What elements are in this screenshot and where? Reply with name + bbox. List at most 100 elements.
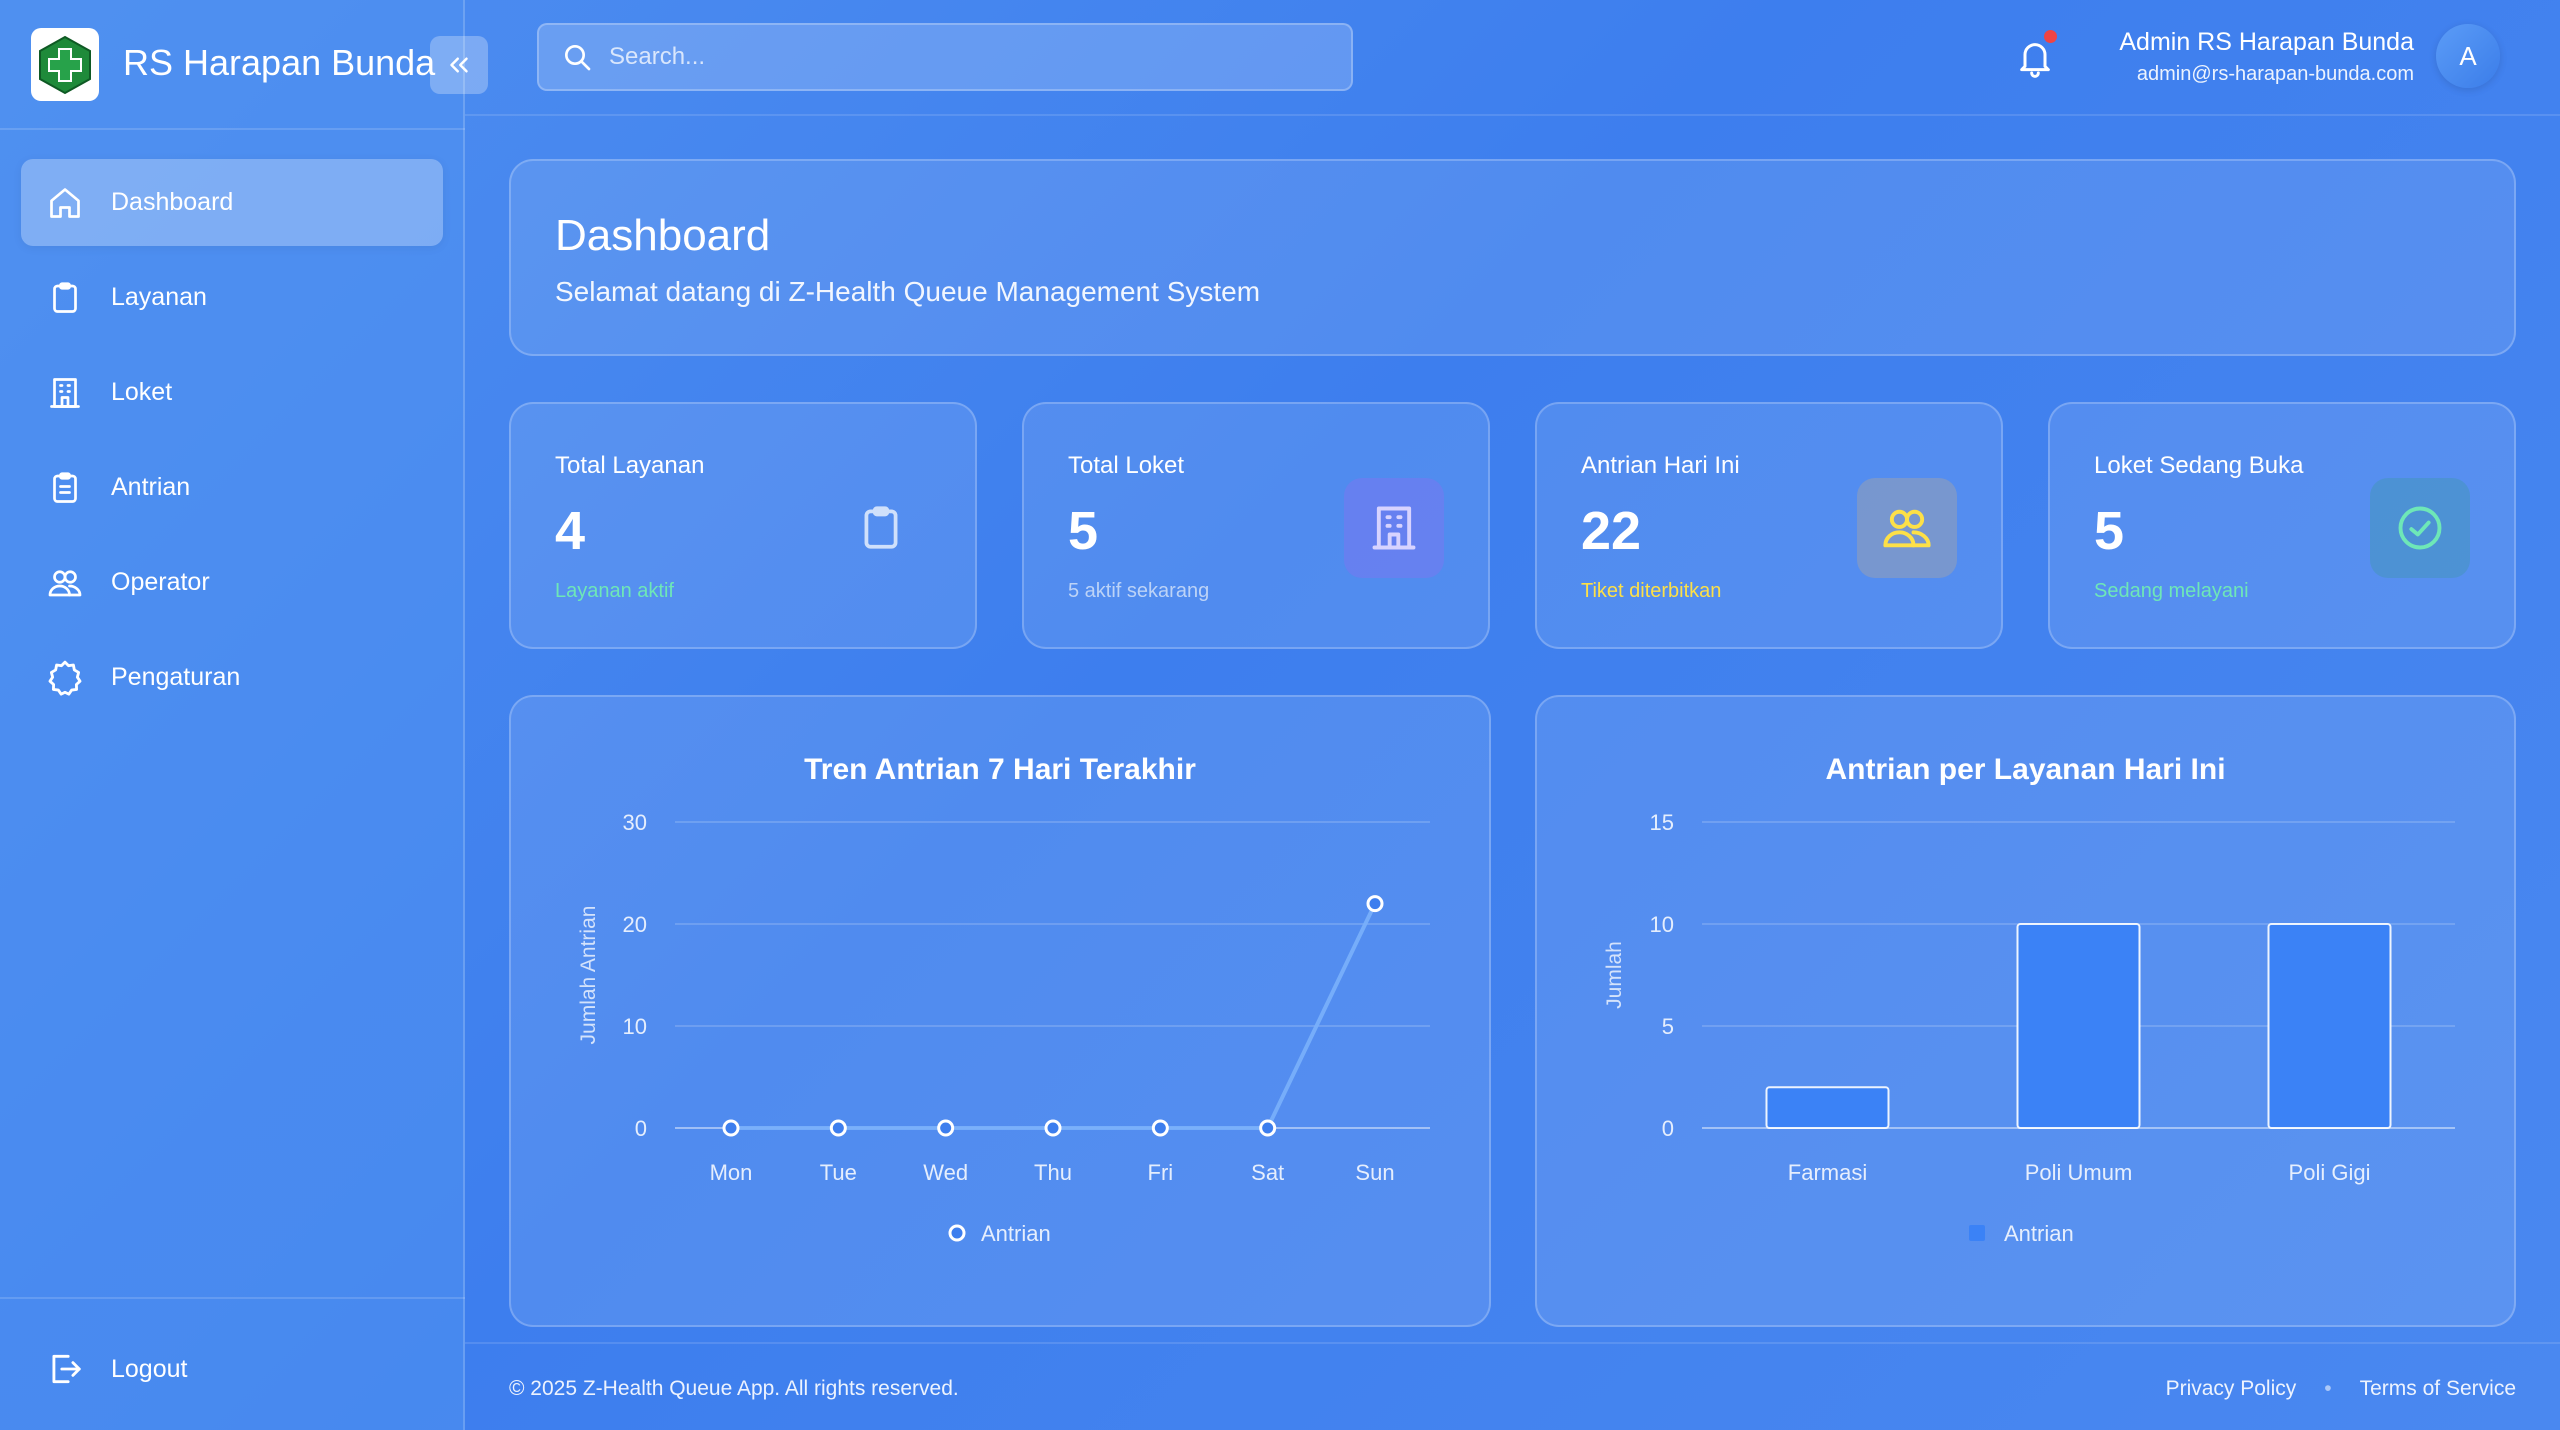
brand-name: RS Harapan Bunda — [123, 42, 436, 83]
sidebar-footer: Logout — [0, 1297, 465, 1430]
legend-label: Antrian — [981, 1221, 1051, 1246]
data-point — [1366, 895, 1384, 913]
sidebar-nav: Dashboard Layanan Loket Antrian Operator — [21, 159, 443, 729]
stat-label: Loket Sedang Buka — [2094, 452, 2304, 479]
sidebar-item-pengaturan[interactable]: Pengaturan — [21, 634, 443, 721]
brand: RS Harapan Bunda — [0, 0, 488, 130]
x-tick-label: Farmasi — [1788, 1160, 1867, 1185]
data-point — [937, 1119, 955, 1137]
clipboard-list-icon — [45, 468, 85, 508]
y-axis-label: Jumlah Antrian — [577, 906, 600, 1045]
x-tick-label: Poli Gigi — [2289, 1160, 2371, 1185]
footer-links: Privacy Policy • Terms of Service — [2166, 1377, 2516, 1401]
stat-value: 4 — [555, 501, 586, 561]
y-tick-label: 0 — [1662, 1116, 1674, 1141]
data-point — [722, 1119, 740, 1137]
sidebar-item-label: Dashboard — [111, 188, 234, 216]
data-point — [829, 1119, 847, 1137]
page-subtitle: Selamat datang di Z-Health Queue Managem… — [555, 276, 1261, 307]
sidebar-item-label: Operator — [111, 568, 210, 596]
bar-chart-card: Antrian per Layanan Hari Ini 0 5 10 15 Jumla… — [1535, 695, 2516, 1327]
bar — [2016, 923, 2141, 1129]
search-box — [537, 23, 1353, 91]
terms-of-service-link[interactable]: Terms of Service — [2359, 1377, 2516, 1400]
logout-label: Logout — [111, 1354, 188, 1383]
sidebar-item-dashboard[interactable]: Dashboard — [21, 159, 443, 246]
y-axis-label: Jumlah — [1603, 941, 1626, 1009]
bell-icon — [2020, 43, 2050, 78]
notification-dot — [2044, 30, 2057, 43]
x-tick-label: Fri — [1148, 1160, 1174, 1185]
chevrons-left-icon — [450, 57, 468, 73]
logout-button[interactable]: Logout — [45, 1349, 187, 1389]
x-tick-label: Wed — [923, 1160, 968, 1185]
footer-separator: • — [2324, 1377, 2332, 1400]
data-point — [1044, 1119, 1062, 1137]
y-tick-label: 10 — [623, 1014, 647, 1039]
series-line — [731, 902, 1377, 1130]
avatar[interactable]: A — [2436, 24, 2500, 88]
notifications-button[interactable] — [2015, 30, 2057, 80]
stat-card-total-layanan: Total Layanan 4 Layanan aktif — [509, 402, 977, 649]
sidebar-item-antrian[interactable]: Antrian — [21, 444, 443, 531]
user-name: Admin RS Harapan Bunda — [2119, 28, 2414, 56]
bar-chart: 0 5 10 15 Jumlah Farmasi Poli Umum Poli Gigi Ant… — [1603, 810, 2455, 1246]
building-icon — [45, 373, 85, 413]
y-tick-label: 15 — [1650, 810, 1674, 835]
sidebar-item-label: Pengaturan — [111, 663, 241, 691]
data-point — [1151, 1119, 1169, 1137]
stat-label: Total Loket — [1068, 452, 1185, 479]
stat-label: Total Layanan — [555, 452, 705, 479]
chart-title: Tren Antrian 7 Hari Terakhir — [804, 753, 1196, 786]
users-icon — [45, 563, 85, 603]
top-header: Admin RS Harapan Bunda admin@rs-harapan-… — [465, 0, 2560, 116]
page-footer: © 2025 Z-Health Queue App. All rights re… — [465, 1342, 2560, 1430]
sidebar-item-label: Antrian — [111, 473, 191, 501]
sidebar: RS Harapan Bunda Dashboard Layanan Loket — [0, 0, 488, 1430]
stat-value: 22 — [1581, 501, 1642, 561]
stat-card-total-loket: Total Loket 5 5 aktif sekarang — [1022, 402, 1490, 649]
privacy-policy-link[interactable]: Privacy Policy — [2165, 1377, 2297, 1400]
user-email: admin@rs-harapan-bunda.com — [2136, 63, 2414, 85]
sidebar-item-label: Layanan — [111, 283, 207, 311]
y-tick-label: 10 — [1650, 912, 1674, 937]
legend-marker — [948, 1224, 966, 1242]
copyright-text: © 2025 Z-Health Queue App. All rights re… — [509, 1377, 959, 1400]
stat-value: 5 — [2094, 501, 2125, 561]
hospital-cross-logo — [31, 28, 99, 101]
welcome-card: Dashboard Selamat datang di Z-Health Que… — [509, 159, 2516, 356]
y-tick-label: 0 — [635, 1116, 647, 1141]
y-tick-label: 20 — [623, 912, 647, 937]
building-icon — [1344, 478, 1444, 578]
page-title: Dashboard — [555, 211, 771, 260]
legend-label: Antrian — [2004, 1221, 2074, 1246]
stat-value: 5 — [1068, 501, 1099, 561]
x-tick-label: Thu — [1034, 1160, 1072, 1185]
users-icon — [1857, 478, 1957, 578]
sidebar-item-label: Loket — [111, 378, 173, 406]
stat-sub: Tiket diterbitkan — [1581, 580, 1722, 602]
search-icon — [565, 45, 591, 71]
home-icon — [45, 183, 85, 223]
x-tick-label: Poli Umum — [2025, 1160, 2133, 1185]
stat-card-loket-sedang-buka: Loket Sedang Buka 5 Sedang melayani — [2048, 402, 2516, 649]
stat-label: Antrian Hari Ini — [1581, 452, 1740, 479]
search-input[interactable] — [609, 43, 1309, 71]
stat-sub: Layanan aktif — [555, 580, 674, 602]
x-tick-label: Sun — [1355, 1160, 1394, 1185]
clipboard-icon — [45, 278, 85, 318]
gear-icon — [45, 658, 85, 698]
collapse-sidebar-button[interactable] — [430, 36, 488, 94]
sidebar-item-layanan[interactable]: Layanan — [21, 254, 443, 341]
x-tick-label: Mon — [710, 1160, 753, 1185]
line-chart: 0 10 20 30 Jumlah Antrian Mon Tue Wed Thu Fri Sat S… — [577, 810, 1430, 1246]
y-tick-label: 5 — [1662, 1014, 1674, 1039]
bar — [1765, 1086, 1890, 1130]
x-tick-label: Sat — [1251, 1160, 1284, 1185]
legend-marker — [1969, 1225, 1985, 1241]
stat-card-antrian-hari-ini: Antrian Hari Ini 22 Tiket diterbitkan — [1535, 402, 2003, 649]
sidebar-item-operator[interactable]: Operator — [21, 539, 443, 626]
sidebar-item-loket[interactable]: Loket — [21, 349, 443, 436]
stat-sub: 5 aktif sekarang — [1068, 580, 1210, 602]
x-tick-label: Tue — [820, 1160, 857, 1185]
